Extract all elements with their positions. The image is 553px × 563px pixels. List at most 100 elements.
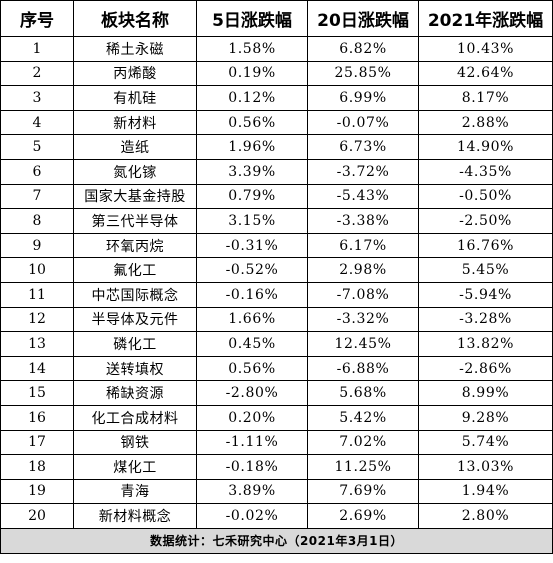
sector-name: 钢铁: [73, 429, 197, 456]
table-row: 10 氟化工 -0.52% 2.98% 5.45%: [0, 257, 553, 283]
sector-name: 新材料概念: [73, 503, 197, 529]
sector-name: 中芯国际概念: [73, 281, 197, 308]
row-index: 15: [0, 380, 74, 406]
change-2021: -2.86%: [418, 355, 553, 382]
change-5day: 0.19%: [196, 60, 308, 87]
change-2021: -4.35%: [418, 158, 553, 185]
change-20day: -3.32%: [307, 306, 419, 333]
header-row: 序号 板块名称 5日涨跌幅 20日涨跌幅 2021年涨跌幅: [0, 0, 553, 37]
change-5day: 1.66%: [196, 306, 308, 333]
change-2021: 14.90%: [418, 134, 553, 160]
change-20day: -5.43%: [307, 183, 419, 210]
sector-name: 化工合成材料: [73, 404, 197, 431]
change-5day: -0.31%: [196, 232, 308, 259]
header-sector-name: 板块名称: [73, 0, 197, 37]
sector-name: 送转填权: [73, 355, 197, 382]
row-index: 10: [0, 257, 74, 283]
table-row: 9 环氧丙烷 -0.31% 6.17% 16.76%: [0, 232, 553, 259]
table-row: 11 中芯国际概念 -0.16% -7.08% -5.94%: [0, 281, 553, 308]
table-row: 19 青海 3.89% 7.69% 1.94%: [0, 478, 553, 505]
sector-name: 稀缺资源: [73, 380, 197, 406]
change-5day: -0.18%: [196, 454, 308, 480]
row-index: 3: [0, 85, 74, 111]
header-index: 序号: [0, 0, 74, 37]
table-row: 2 丙烯酸 0.19% 25.85% 42.64%: [0, 60, 553, 87]
table-row: 7 国家大基金持股 0.79% -5.43% -0.50%: [0, 183, 553, 210]
sector-name: 氟化工: [73, 257, 197, 283]
table-row: 4 新材料 0.56% -0.07% 2.88%: [0, 109, 553, 136]
row-index: 4: [0, 109, 74, 136]
change-20day: -3.38%: [307, 208, 419, 234]
sector-name: 丙烯酸: [73, 60, 197, 87]
row-index: 14: [0, 355, 74, 382]
change-5day: 1.96%: [196, 134, 308, 160]
sector-name: 青海: [73, 478, 197, 505]
change-20day: 5.42%: [307, 404, 419, 431]
change-5day: 0.56%: [196, 109, 308, 136]
change-20day: -6.88%: [307, 355, 419, 382]
change-2021: 9.28%: [418, 404, 553, 431]
change-2021: 16.76%: [418, 232, 553, 259]
sector-name: 国家大基金持股: [73, 183, 197, 210]
table-row: 6 氮化镓 3.39% -3.72% -4.35%: [0, 158, 553, 185]
change-2021: 8.17%: [418, 85, 553, 111]
change-20day: -0.07%: [307, 109, 419, 136]
change-2021: 8.99%: [418, 380, 553, 406]
change-5day: -0.52%: [196, 257, 308, 283]
table-row: 15 稀缺资源 -2.80% 5.68% 8.99%: [0, 380, 553, 406]
change-2021: 5.74%: [418, 429, 553, 456]
change-5day: 3.39%: [196, 158, 308, 185]
change-5day: 3.89%: [196, 478, 308, 505]
table-row: 12 半导体及元件 1.66% -3.32% -3.28%: [0, 306, 553, 333]
table-row: 13 磷化工 0.45% 12.45% 13.82%: [0, 331, 553, 357]
change-20day: 2.69%: [307, 503, 419, 529]
footer-row: 数据统计：七禾研究中心（2021年3月1日）: [0, 527, 553, 554]
row-index: 2: [0, 60, 74, 87]
sector-name: 造纸: [73, 134, 197, 160]
sector-name: 稀土永磁: [73, 36, 197, 62]
row-index: 16: [0, 404, 74, 431]
row-index: 18: [0, 454, 74, 480]
change-20day: -3.72%: [307, 158, 419, 185]
change-5day: 0.12%: [196, 85, 308, 111]
change-20day: 25.85%: [307, 60, 419, 87]
sector-name: 新材料: [73, 109, 197, 136]
change-20day: 6.73%: [307, 134, 419, 160]
change-20day: 6.99%: [307, 85, 419, 111]
change-2021: 42.64%: [418, 60, 553, 87]
table-row: 14 送转填权 0.56% -6.88% -2.86%: [0, 355, 553, 382]
table-row: 3 有机硅 0.12% 6.99% 8.17%: [0, 85, 553, 111]
change-2021: 13.82%: [418, 331, 553, 357]
table-row: 1 稀土永磁 1.58% 6.82% 10.43%: [0, 36, 553, 62]
header-5day-change: 5日涨跌幅: [196, 0, 308, 37]
sector-name: 环氧丙烷: [73, 232, 197, 259]
header-20day-change: 20日涨跌幅: [307, 0, 419, 37]
change-5day: 0.20%: [196, 404, 308, 431]
change-5day: 0.45%: [196, 331, 308, 357]
row-index: 8: [0, 208, 74, 234]
table-row: 8 第三代半导体 3.15% -3.38% -2.50%: [0, 208, 553, 234]
row-index: 13: [0, 331, 74, 357]
row-index: 12: [0, 306, 74, 333]
change-2021: -2.50%: [418, 208, 553, 234]
table-row: 17 钢铁 -1.11% 7.02% 5.74%: [0, 429, 553, 456]
change-2021: -5.94%: [418, 281, 553, 308]
table-row: 18 煤化工 -0.18% 11.25% 13.03%: [0, 454, 553, 480]
table-row: 16 化工合成材料 0.20% 5.42% 9.28%: [0, 404, 553, 431]
row-index: 9: [0, 232, 74, 259]
row-index: 20: [0, 503, 74, 529]
change-5day: -2.80%: [196, 380, 308, 406]
change-20day: 7.02%: [307, 429, 419, 456]
change-20day: 5.68%: [307, 380, 419, 406]
table-row: 5 造纸 1.96% 6.73% 14.90%: [0, 134, 553, 160]
header-2021-change: 2021年涨跌幅: [418, 0, 553, 37]
change-5day: 0.79%: [196, 183, 308, 210]
sector-name: 氮化镓: [73, 158, 197, 185]
change-5day: -0.16%: [196, 281, 308, 308]
row-index: 19: [0, 478, 74, 505]
row-index: 17: [0, 429, 74, 456]
change-2021: -3.28%: [418, 306, 553, 333]
change-2021: 13.03%: [418, 454, 553, 480]
sector-name: 煤化工: [73, 454, 197, 480]
change-20day: 2.98%: [307, 257, 419, 283]
